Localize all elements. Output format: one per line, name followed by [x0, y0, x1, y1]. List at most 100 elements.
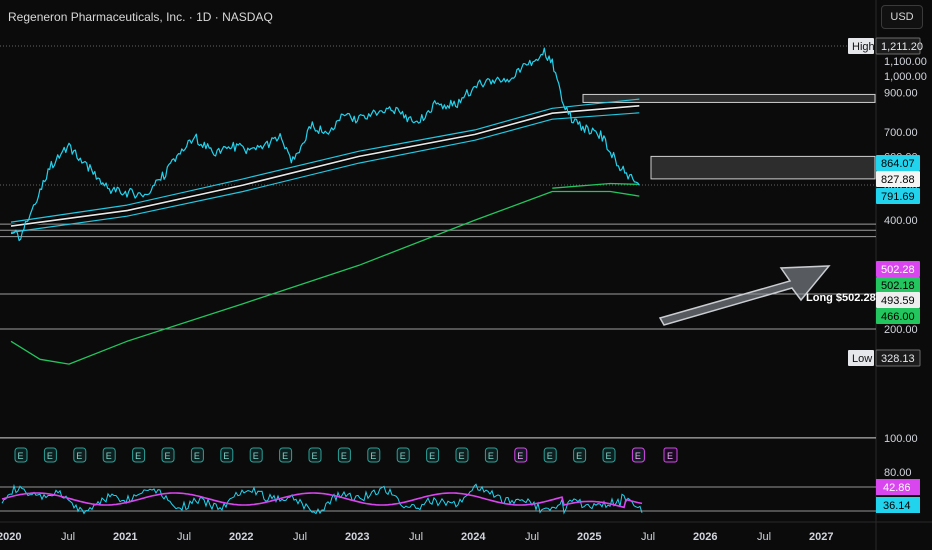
- y-tick-label: 80.00: [884, 467, 912, 479]
- earnings-marker-label: E: [341, 451, 347, 461]
- x-tick-label: 2021: [113, 531, 137, 543]
- x-tick-label: 2027: [809, 531, 833, 543]
- price-badge-value: 1,211.20: [881, 41, 923, 53]
- x-tick-label: 2026: [693, 531, 717, 543]
- earnings-marker-label: E: [253, 451, 259, 461]
- y-tick-label: 200.00: [884, 324, 918, 336]
- price-tag-bg: [848, 38, 874, 54]
- price-badge: 502.18: [876, 277, 920, 293]
- earnings-marker-label: E: [429, 451, 435, 461]
- earnings-marker-label: E: [370, 451, 376, 461]
- earnings-marker-icon: [102, 447, 116, 463]
- earnings-marker-label: E: [635, 451, 641, 461]
- y-tick-label: 100.00: [884, 433, 918, 445]
- price-badge-bg: [876, 308, 920, 324]
- earnings-marker-label: E: [606, 451, 612, 461]
- price-line: [10, 47, 640, 242]
- price-badge: 502.28: [876, 261, 920, 277]
- earnings-upcoming-icon: [663, 447, 678, 463]
- earnings-marker-label: E: [165, 451, 171, 461]
- rsi-badge: 42.86: [876, 479, 920, 495]
- earnings-marker-icon: [367, 447, 381, 463]
- rsi-badge-bg: [876, 497, 920, 513]
- earnings-marker-label: E: [400, 451, 406, 461]
- price-zone-box: [582, 93, 876, 103]
- earnings-marker-label: E: [517, 451, 523, 461]
- earnings-marker-icon: [602, 447, 616, 463]
- price-badge-bg: [876, 155, 920, 171]
- earnings-marker-icon: [543, 447, 557, 463]
- earnings-marker-icon: [190, 447, 204, 463]
- earnings-marker-icon: [249, 447, 263, 463]
- chart-title: Regeneron Pharmaceuticals, Inc. · 1D · N…: [8, 10, 273, 24]
- price-badge-value: 502.18: [881, 280, 915, 292]
- long-moving-average-2-line: [552, 182, 640, 189]
- price-badge: 864.07: [876, 155, 920, 171]
- moving-average-lower-band-line: [10, 112, 640, 233]
- earnings-marker-label: E: [106, 451, 112, 461]
- earnings-marker-label: E: [459, 451, 465, 461]
- price-badge: 1,211.20 High: [848, 37, 923, 55]
- price-badge-bg: [875, 37, 921, 55]
- earnings-marker-icon: [337, 447, 351, 463]
- x-tick-label: 2024: [461, 531, 486, 543]
- price-badge-value: 466.00: [881, 311, 915, 323]
- price-badge-bg: [876, 277, 920, 293]
- x-tick-label: Jul: [757, 531, 771, 543]
- y-tick-label: 900.00: [884, 88, 918, 100]
- price-badge-value: 493.59: [881, 295, 915, 307]
- price-badge-bg: [876, 261, 920, 277]
- rsi-badge-value: 36.14: [883, 500, 911, 512]
- price-badge-bg: [876, 188, 920, 204]
- earnings-marker-label: E: [312, 451, 318, 461]
- earnings-marker-icon: [514, 447, 528, 463]
- long-arrow-annotation: [658, 265, 831, 326]
- x-tick-label: Jul: [177, 531, 191, 543]
- price-badge: 493.59: [876, 292, 920, 308]
- currency-button[interactable]: USD: [881, 5, 923, 29]
- price-tag-label: Low: [852, 353, 872, 365]
- long-moving-average-line: [10, 190, 640, 365]
- price-badge: 791.69: [876, 188, 920, 204]
- rsi-badge-value: 42.86: [883, 482, 911, 494]
- earnings-marker-label: E: [282, 451, 288, 461]
- price-badge: 328.13 Low: [848, 349, 921, 367]
- earnings-marker-icon: [426, 447, 440, 463]
- earnings-marker-label: E: [47, 451, 53, 461]
- earnings-marker-label: E: [576, 451, 582, 461]
- price-badge-value: 328.13: [881, 353, 915, 365]
- earnings-marker-icon: [73, 447, 87, 463]
- price-badge-value: 827.88: [881, 174, 915, 186]
- price-badge-value: 864.07: [881, 158, 915, 170]
- earnings-marker-icon: [308, 447, 322, 463]
- price-badge: 466.00: [876, 308, 920, 324]
- x-tick-label: 2020: [0, 531, 21, 543]
- rsi-ma-line: [1, 492, 643, 509]
- earnings-marker-icon: [14, 447, 28, 463]
- earnings-marker-label: E: [194, 451, 200, 461]
- y-tick-label: 1,100.00: [884, 56, 927, 68]
- earnings-marker-icon: [484, 447, 498, 463]
- moving-average-upper-band-line: [10, 98, 640, 223]
- earnings-marker-label: E: [223, 451, 229, 461]
- earnings-marker-icon: [396, 447, 410, 463]
- earnings-marker-icon: [132, 447, 146, 463]
- earnings-marker-label: E: [18, 451, 24, 461]
- rsi-badge: 36.14: [876, 497, 920, 513]
- earnings-marker-icon: [455, 447, 469, 463]
- x-tick-label: Jul: [641, 531, 655, 543]
- rsi-line: [1, 483, 643, 515]
- price-badge: 827.88: [876, 171, 920, 187]
- earnings-marker-icon: [220, 447, 234, 463]
- x-tick-label: 2025: [577, 531, 601, 543]
- earnings-marker-icon: [279, 447, 293, 463]
- earnings-marker-label: E: [547, 451, 553, 461]
- x-tick-label: 2023: [345, 531, 369, 543]
- long-annotation-label: Long $502.28: [806, 292, 876, 304]
- price-badge-value: 502.28: [881, 264, 915, 276]
- x-tick-label: Jul: [409, 531, 423, 543]
- rsi-badge-bg: [876, 479, 920, 495]
- price-tag-bg: [848, 350, 874, 366]
- earnings-marker-icon: [573, 447, 587, 463]
